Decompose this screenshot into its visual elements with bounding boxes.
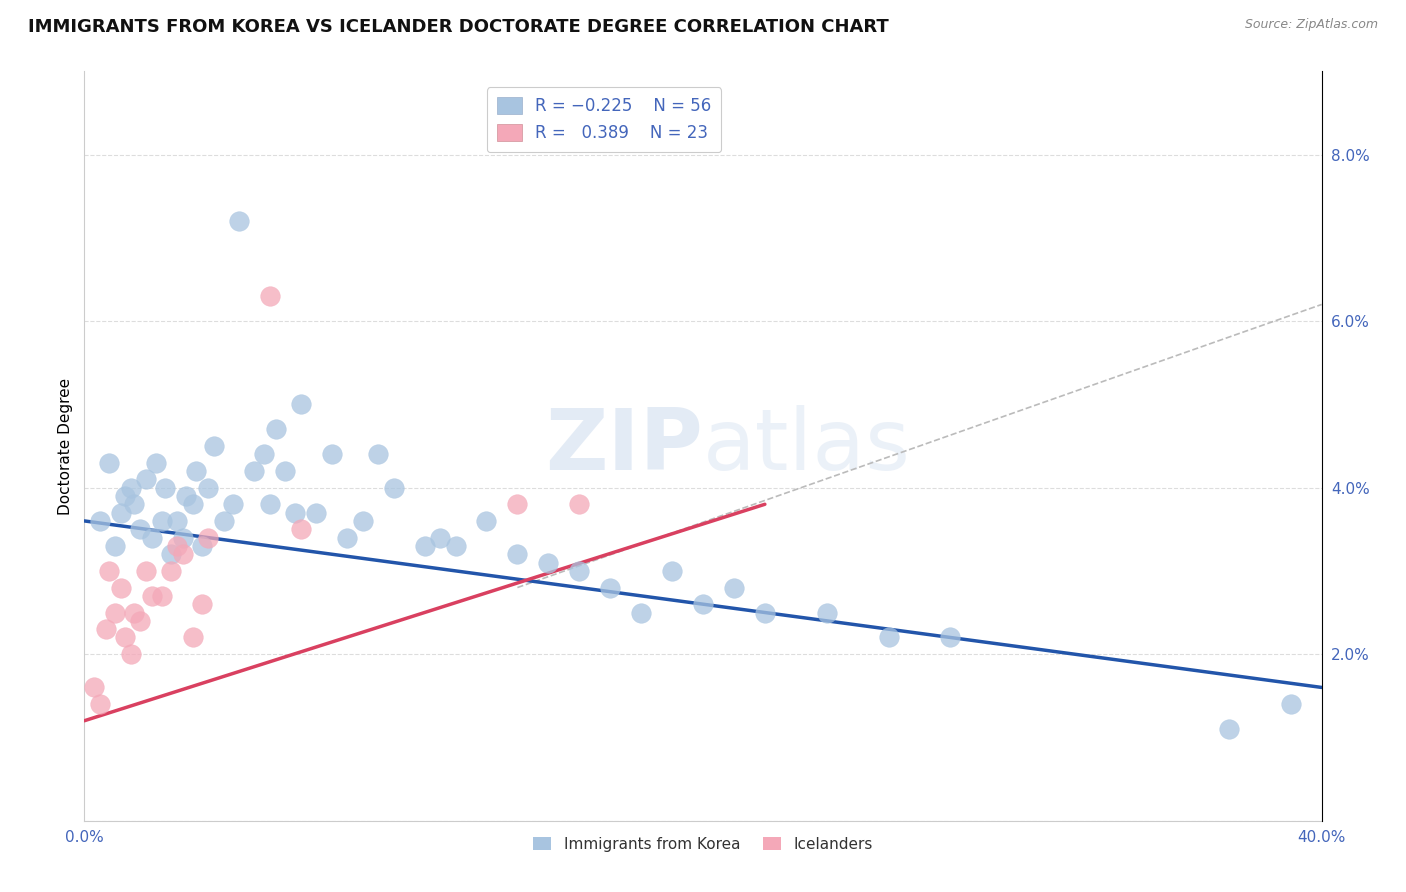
Point — [129, 614, 152, 628]
Point — [122, 606, 145, 620]
Point — [305, 506, 328, 520]
Point — [475, 514, 498, 528]
Text: ZIP: ZIP — [546, 404, 703, 488]
Point — [160, 564, 183, 578]
Point — [630, 606, 652, 620]
Point — [815, 606, 838, 620]
Point — [181, 497, 204, 511]
Point — [110, 581, 132, 595]
Point — [98, 564, 121, 578]
Point — [222, 497, 245, 511]
Point — [284, 506, 307, 520]
Point — [243, 464, 266, 478]
Point — [166, 514, 188, 528]
Point — [191, 539, 214, 553]
Point — [129, 522, 152, 536]
Point — [290, 522, 312, 536]
Point — [537, 556, 560, 570]
Point — [939, 631, 962, 645]
Point — [264, 422, 287, 436]
Point — [202, 439, 225, 453]
Point — [723, 581, 745, 595]
Point — [754, 606, 776, 620]
Point — [228, 214, 250, 228]
Point — [104, 539, 127, 553]
Text: atlas: atlas — [703, 404, 911, 488]
Point — [166, 539, 188, 553]
Point — [150, 589, 173, 603]
Point — [89, 697, 111, 711]
Point — [110, 506, 132, 520]
Point — [98, 456, 121, 470]
Point — [259, 289, 281, 303]
Point — [599, 581, 621, 595]
Point — [172, 547, 194, 561]
Point — [191, 597, 214, 611]
Point — [352, 514, 374, 528]
Point — [141, 589, 163, 603]
Point — [877, 631, 900, 645]
Point — [382, 481, 405, 495]
Point — [506, 547, 529, 561]
Point — [181, 631, 204, 645]
Point — [153, 481, 176, 495]
Point — [114, 489, 136, 503]
Legend: Immigrants from Korea, Icelanders: Immigrants from Korea, Icelanders — [527, 830, 879, 858]
Point — [413, 539, 436, 553]
Point — [321, 447, 343, 461]
Point — [444, 539, 467, 553]
Point — [150, 514, 173, 528]
Point — [1218, 722, 1240, 736]
Point — [568, 497, 591, 511]
Point — [274, 464, 297, 478]
Point — [141, 531, 163, 545]
Point — [135, 564, 157, 578]
Point — [568, 564, 591, 578]
Text: IMMIGRANTS FROM KOREA VS ICELANDER DOCTORATE DEGREE CORRELATION CHART: IMMIGRANTS FROM KOREA VS ICELANDER DOCTO… — [28, 18, 889, 36]
Point — [89, 514, 111, 528]
Point — [83, 681, 105, 695]
Point — [1279, 697, 1302, 711]
Point — [160, 547, 183, 561]
Point — [94, 622, 117, 636]
Y-axis label: Doctorate Degree: Doctorate Degree — [58, 377, 73, 515]
Point — [114, 631, 136, 645]
Point — [172, 531, 194, 545]
Point — [692, 597, 714, 611]
Point — [145, 456, 167, 470]
Point — [253, 447, 276, 461]
Point — [184, 464, 207, 478]
Point — [661, 564, 683, 578]
Point — [135, 472, 157, 486]
Point — [120, 481, 142, 495]
Point — [429, 531, 451, 545]
Point — [290, 397, 312, 411]
Point — [176, 489, 198, 503]
Point — [197, 531, 219, 545]
Point — [122, 497, 145, 511]
Point — [367, 447, 389, 461]
Text: Source: ZipAtlas.com: Source: ZipAtlas.com — [1244, 18, 1378, 31]
Point — [506, 497, 529, 511]
Point — [197, 481, 219, 495]
Point — [212, 514, 235, 528]
Point — [104, 606, 127, 620]
Point — [120, 647, 142, 661]
Point — [336, 531, 359, 545]
Point — [259, 497, 281, 511]
